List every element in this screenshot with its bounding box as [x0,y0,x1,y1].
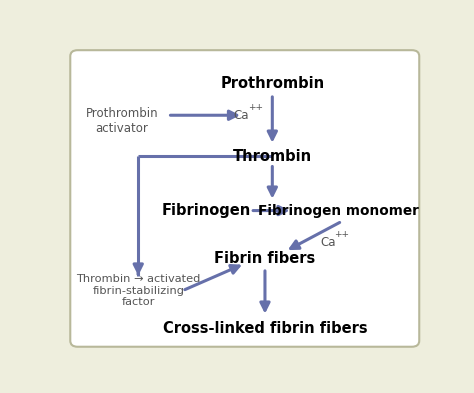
Text: Thrombin → activated
fibrin-stabilizing
factor: Thrombin → activated fibrin-stabilizing … [76,274,201,307]
FancyBboxPatch shape [70,50,419,347]
Text: Thrombin: Thrombin [233,149,312,163]
Text: Ca: Ca [234,109,249,122]
Text: Prothrombin
activator: Prothrombin activator [85,107,158,135]
Text: Fibrin fibers: Fibrin fibers [214,252,316,266]
Text: Prothrombin: Prothrombin [220,76,324,91]
Text: ++: ++ [248,103,263,112]
Text: Fibrinogen: Fibrinogen [162,203,251,218]
Text: Ca: Ca [320,236,336,249]
Text: Cross-linked fibrin fibers: Cross-linked fibrin fibers [163,321,367,336]
Text: ++: ++ [334,230,349,239]
Text: Fibrinogen monomer: Fibrinogen monomer [258,204,419,218]
